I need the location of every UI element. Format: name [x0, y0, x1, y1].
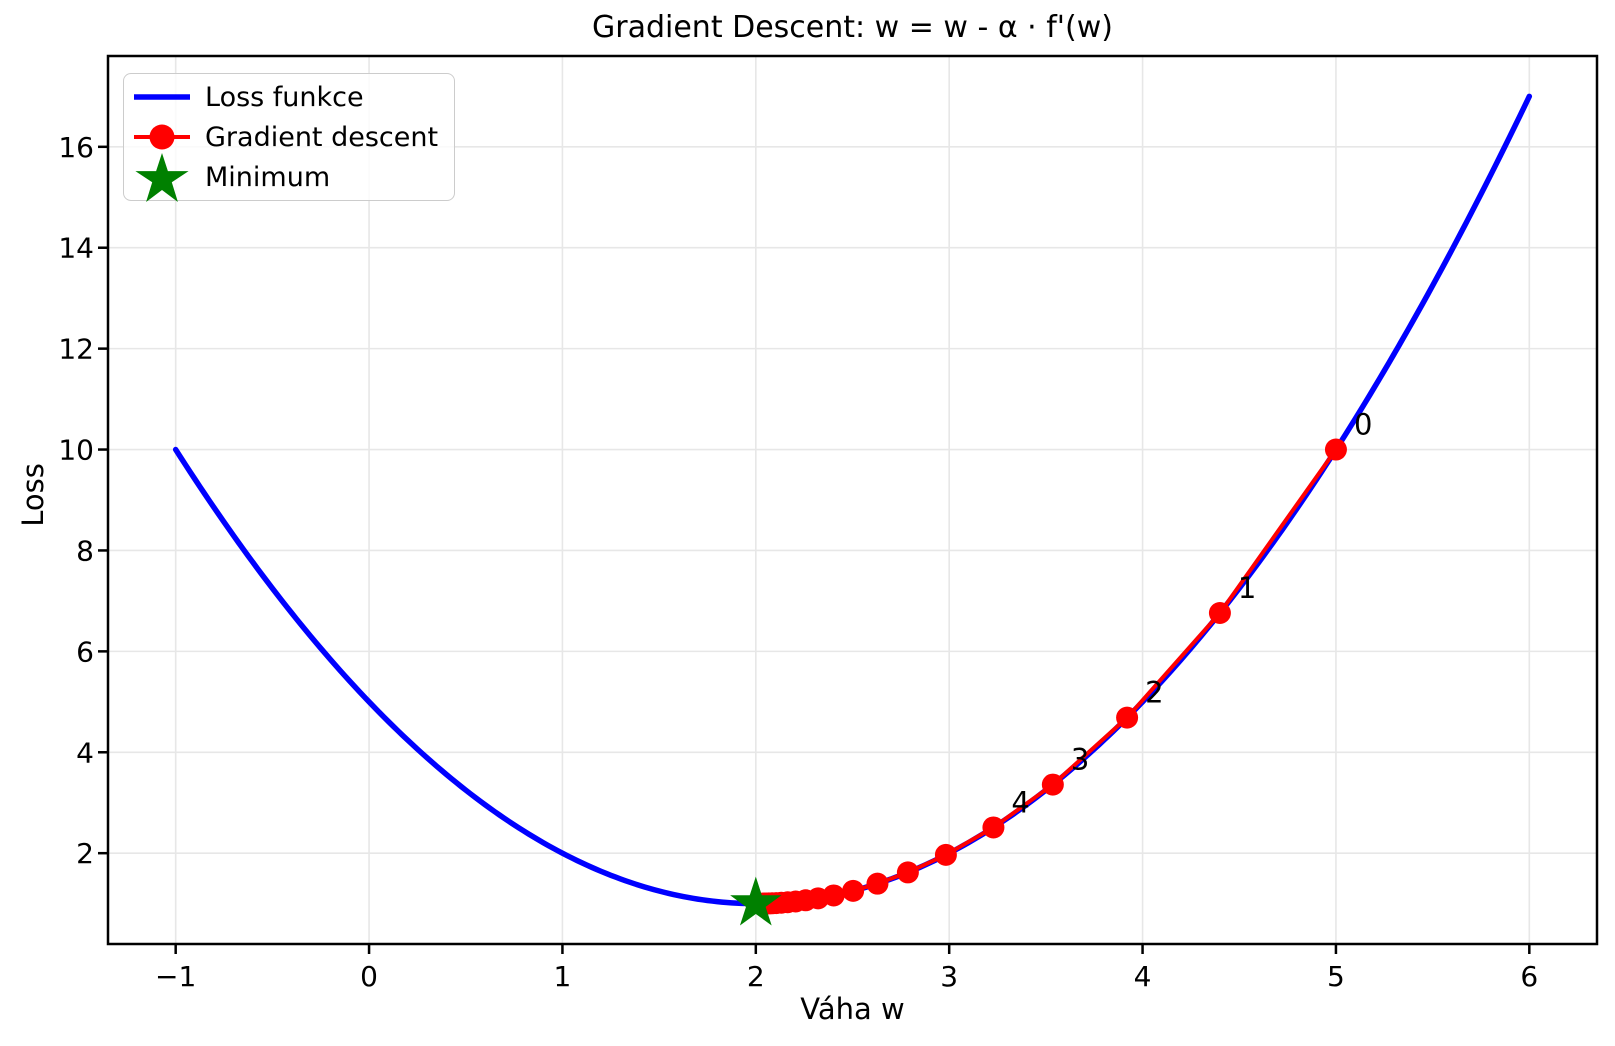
legend-line-sample	[132, 77, 192, 117]
gradient-descent-point	[896, 861, 919, 884]
legend-item-loss-funkce: Loss funkce	[132, 77, 438, 117]
x-tick-label: 6	[1520, 960, 1538, 993]
annotation-label-0: 0	[1354, 408, 1372, 442]
x-tick-label: −1	[155, 960, 196, 993]
legend-star-icon	[132, 153, 192, 202]
y-tick-label: 16	[58, 131, 94, 164]
legend-item-minimum: Minimum	[132, 153, 438, 202]
gradient-descent-point	[1324, 438, 1347, 461]
gradient-descent-point	[866, 872, 889, 895]
chart-title: Gradient Descent: w = w - α · f'(w)	[592, 10, 1113, 45]
annotation-label-2: 2	[1145, 676, 1163, 710]
gradient-descent-point	[1041, 773, 1064, 796]
x-tick-label: 4	[1134, 960, 1152, 993]
y-tick-label: 8	[76, 534, 94, 567]
annotation-label-4: 4	[1011, 785, 1029, 819]
x-tick-label: 0	[360, 960, 378, 993]
y-tick-label: 10	[58, 434, 94, 467]
x-tick-label: 2	[747, 960, 765, 993]
y-tick-label: 4	[76, 736, 94, 769]
gradient-descent-point	[842, 879, 865, 902]
gradient-descent-point	[982, 816, 1005, 839]
y-tick-label: 6	[76, 635, 94, 668]
x-tick-label: 5	[1327, 960, 1345, 993]
legend: Loss funkce Gradient descent Minimum	[123, 73, 456, 202]
loss-curve	[172, 93, 1533, 907]
gradient-descent-point	[1208, 602, 1231, 625]
minimum-star-marker	[730, 876, 782, 926]
y-tick-label: 12	[58, 333, 94, 366]
legend-item-label: Minimum	[205, 161, 331, 193]
gradient-descent-point	[1116, 706, 1139, 729]
y-tick-label: 2	[76, 837, 94, 870]
legend-item-gradient-descent: Gradient descent	[132, 117, 438, 157]
y-tick-label: 14	[58, 232, 94, 265]
gradient-descent-point	[934, 843, 957, 866]
annotation-label-3: 3	[1071, 743, 1089, 777]
gradient-descent-path	[760, 447, 1338, 906]
legend-line-dot-sample	[132, 117, 192, 157]
plot-frame	[106, 54, 1599, 946]
x-tick-label: 3	[940, 960, 958, 993]
x-tick-label: 1	[554, 960, 572, 993]
y-axis-label: Loss	[16, 463, 50, 527]
legend-item-label: Loss funkce	[205, 81, 364, 113]
annotation-label-1: 1	[1238, 571, 1256, 605]
legend-item-label: Gradient descent	[205, 121, 439, 153]
x-axis-label: Váha w	[800, 992, 905, 1026]
